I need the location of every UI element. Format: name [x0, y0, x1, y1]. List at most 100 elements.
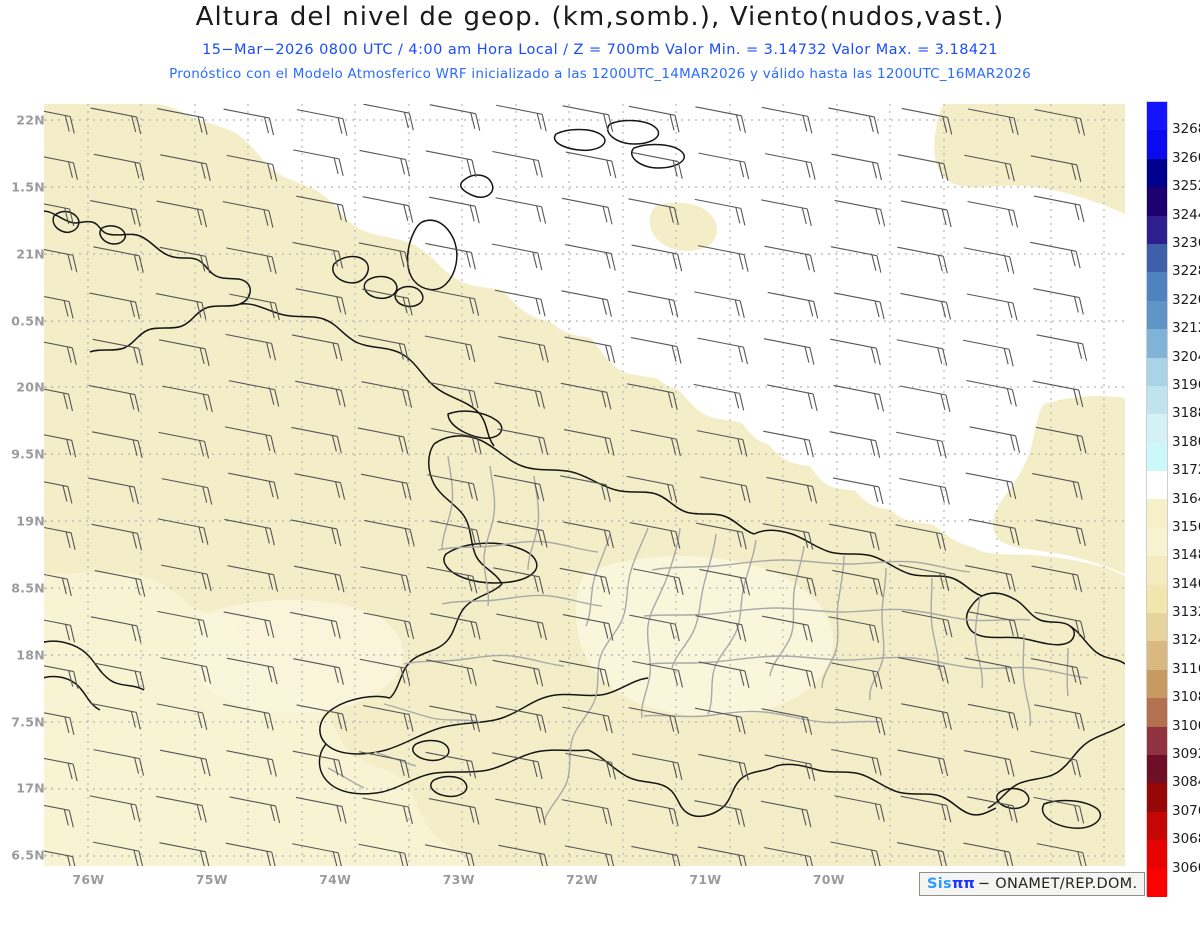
y-tick-label: 0.5N — [11, 313, 45, 329]
y-tick-mark: ··· — [38, 780, 56, 796]
colorbar-band — [1147, 187, 1167, 216]
y-tick-label: 7.5N — [11, 714, 45, 730]
colorbar-band — [1147, 868, 1167, 897]
y-tick-mark: ··· — [38, 112, 56, 128]
y-tick-label: 22N — [16, 112, 45, 128]
y-tick-label: 8.5N — [11, 580, 45, 596]
y-tick-label: 19N — [16, 513, 45, 529]
colorbar-band — [1147, 385, 1167, 415]
colorbar-tick-label: 3180 — [1172, 433, 1200, 450]
y-tick-label: 18N — [16, 647, 45, 663]
y-tick-mark: ··· — [38, 246, 56, 262]
colorbar-band — [1147, 754, 1167, 784]
y-tick-label: 1.5N — [11, 179, 45, 195]
province-borders — [327, 455, 1089, 823]
colorbar-band — [1147, 556, 1167, 585]
colorbar-band — [1147, 840, 1167, 869]
colorbar-tick-label: 3164 — [1172, 490, 1200, 507]
colorbar-band — [1147, 130, 1167, 159]
x-tick-label: 74W — [319, 872, 352, 887]
y-tick-mark: ··· — [38, 714, 56, 730]
watermark-pi-icon: ππ — [951, 876, 975, 892]
colorbar-band — [1147, 243, 1167, 273]
colorbar-tick-label: 3220 — [1172, 291, 1200, 308]
page-title: Altura del nivel de geop. (km,somb.), Vi… — [195, 2, 1005, 32]
colorbar-tick-label: 3116 — [1172, 660, 1200, 677]
colorbar-tick-label: 3108 — [1172, 689, 1200, 706]
y-tick-label: 20N — [16, 379, 45, 395]
y-tick-mark: ··· — [38, 513, 56, 529]
y-tick-mark: ··· — [38, 647, 56, 663]
colorbar-tick-label: 3252 — [1172, 178, 1200, 195]
colorbar-band — [1147, 300, 1167, 330]
colorbar-tick-label: 3196 — [1172, 376, 1200, 393]
colorbar-tick-label: 3212 — [1172, 320, 1200, 337]
watermark-sis-text: Sis — [927, 876, 952, 892]
colorbar-band — [1147, 499, 1167, 528]
y-tick-label: 6.5N — [11, 847, 45, 863]
colorbar-band — [1147, 357, 1167, 386]
colorbar-band — [1147, 329, 1167, 358]
map-gridlines — [44, 104, 1125, 866]
colorbar-tick-label: 3156 — [1172, 518, 1200, 535]
colorbar-band — [1147, 442, 1167, 472]
colorbar-tick-label: 3244 — [1172, 206, 1200, 223]
colorbar-tick-label: 3148 — [1172, 547, 1200, 564]
x-tick-label: 70W — [812, 872, 845, 887]
map-canvas[interactable] — [44, 104, 1125, 866]
colorbar-tick-label: 3140 — [1172, 575, 1200, 592]
y-tick-mark: ··· — [38, 313, 56, 329]
map-graphic — [44, 104, 1125, 866]
y-tick-mark: ··· — [38, 446, 56, 462]
watermark-agency-text: − ONAMET/REP.DOM. — [977, 876, 1138, 892]
colorbar-tick-label: 3268 — [1172, 121, 1200, 138]
colorbar-tick-label: 3092 — [1172, 746, 1200, 763]
y-tick-mark: ··· — [38, 580, 56, 596]
x-tick-label: 75W — [195, 872, 228, 887]
colorbar-tick-label: 3076 — [1172, 802, 1200, 819]
colorbar-tick-label: 3132 — [1172, 604, 1200, 621]
y-tick-mark: ··· — [38, 847, 56, 863]
colorbar-band — [1147, 527, 1167, 557]
colorbar-band — [1147, 158, 1167, 188]
colorbar-band — [1147, 272, 1167, 301]
colorbar-tick-label: 3100 — [1172, 717, 1200, 734]
y-tick-mark: ··· — [38, 179, 56, 195]
y-tick-label: 21N — [16, 246, 45, 262]
x-tick-label: 72W — [565, 872, 599, 887]
x-tick-label: 71W — [689, 872, 722, 887]
y-tick-label: 9.5N — [11, 446, 45, 462]
colorbar-tick-label: 3228 — [1172, 263, 1200, 280]
colorbar-band — [1147, 641, 1167, 670]
colorbar-band — [1147, 698, 1167, 727]
colorbar-band — [1147, 471, 1167, 500]
colorbar-tick-label: 3188 — [1172, 405, 1200, 422]
colorbar-tick-label: 3204 — [1172, 348, 1200, 365]
colorbar-tick-label: 3124 — [1172, 632, 1200, 649]
valid-time-info: 15−Mar−2026 0800 UTC / 4:00 am Hora Loca… — [202, 42, 998, 58]
watermark-onamet: Sis ππ − ONAMET/REP.DOM. — [919, 872, 1146, 896]
colorbar-tick-label: 3068 — [1172, 831, 1200, 848]
colorbar-band — [1147, 613, 1167, 642]
colorbar-tick-label: 3084 — [1172, 774, 1200, 791]
colorbar-tick-label: 3060 — [1172, 859, 1200, 876]
model-info: Pronóstico con el Modelo Atmosferico WRF… — [169, 66, 1031, 82]
colorbar-band — [1147, 414, 1167, 443]
colorbar-band — [1147, 215, 1167, 244]
colorbar-tick-label: 3172 — [1172, 462, 1200, 479]
y-tick-label: 17N — [16, 780, 45, 796]
colorbar-band — [1147, 811, 1167, 841]
colorbar-band — [1147, 584, 1167, 614]
colorbar-tick-label: 3260 — [1172, 149, 1200, 166]
colorbar-band — [1147, 783, 1167, 812]
colorbar-tick-label: 3236 — [1172, 234, 1200, 251]
colorbar-band — [1147, 726, 1167, 755]
colorbar[interactable] — [1146, 101, 1168, 897]
colorbar-band — [1147, 669, 1167, 699]
chart-header: Altura del nivel de geop. (km,somb.), Vi… — [0, 0, 1200, 92]
x-tick-label: 73W — [442, 872, 475, 887]
x-tick-label: 76W — [72, 872, 105, 887]
colorbar-band — [1147, 102, 1167, 131]
y-tick-mark: ··· — [38, 379, 56, 395]
